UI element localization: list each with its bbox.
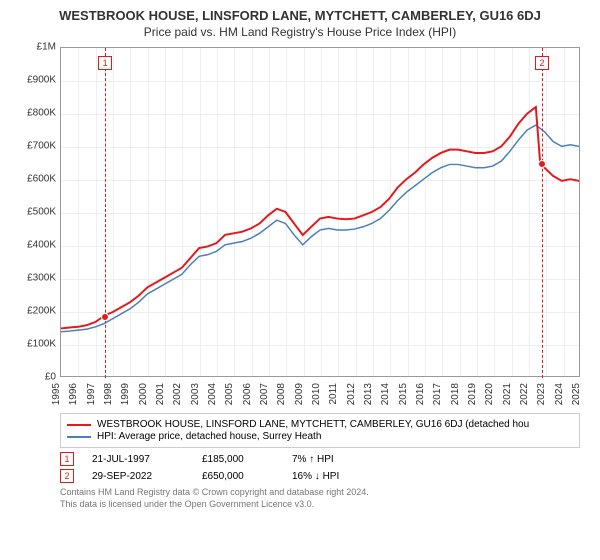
plot-region: 12 bbox=[60, 47, 580, 377]
sale-hpi-delta: 16% ↓ HPI bbox=[292, 471, 392, 482]
chart-title: WESTBROOK HOUSE, LINSFORD LANE, MYTCHETT… bbox=[10, 8, 590, 23]
series-line bbox=[61, 125, 579, 332]
legend-item: WESTBROOK HOUSE, LINSFORD LANE, MYTCHETT… bbox=[67, 419, 573, 430]
sale-price: £650,000 bbox=[202, 471, 292, 482]
y-tick-label: £600K bbox=[16, 174, 56, 185]
sale-row: 1 21-JUL-1997£185,0007% ↑ HPI bbox=[60, 452, 580, 466]
marker-number-box: 2 bbox=[535, 56, 549, 70]
line-series bbox=[61, 48, 579, 376]
legend-swatch bbox=[67, 424, 91, 426]
footer-attribution: Contains HM Land Registry data © Crown c… bbox=[60, 487, 580, 510]
footer-line-1: Contains HM Land Registry data © Crown c… bbox=[60, 487, 580, 499]
marker-dot bbox=[538, 160, 546, 168]
y-tick-label: £700K bbox=[16, 141, 56, 152]
y-tick-label: £1M bbox=[16, 42, 56, 53]
y-tick-label: £400K bbox=[16, 240, 56, 251]
sale-row: 2 29-SEP-2022£650,00016% ↓ HPI bbox=[60, 469, 580, 483]
y-tick-label: £0 bbox=[16, 372, 56, 383]
sales-table: 1 21-JUL-1997£185,0007% ↑ HPI 2 29-SEP-2022… bbox=[60, 452, 580, 483]
legend-label: HPI: Average price, detached house, Surr… bbox=[97, 431, 321, 442]
marker-dashed-line bbox=[542, 48, 543, 378]
marker-dashed-line bbox=[105, 48, 106, 378]
legend-item: HPI: Average price, detached house, Surr… bbox=[67, 431, 573, 442]
y-tick-label: £900K bbox=[16, 75, 56, 86]
chart-area: 12 £0£100K£200K£300K£400K£500K£600K£700K… bbox=[20, 47, 590, 407]
sale-date: 21-JUL-1997 bbox=[92, 454, 202, 465]
marker-number-box: 1 bbox=[98, 56, 112, 70]
sale-price: £185,000 bbox=[202, 454, 292, 465]
footer-line-2: This data is licensed under the Open Gov… bbox=[60, 499, 580, 511]
x-tick-label: 2025 bbox=[571, 383, 591, 405]
y-tick-label: £100K bbox=[16, 339, 56, 350]
y-tick-label: £500K bbox=[16, 207, 56, 218]
sale-number-box: 1 bbox=[60, 452, 74, 466]
legend-swatch bbox=[67, 436, 91, 438]
series-line bbox=[61, 107, 579, 328]
chart-subtitle: Price paid vs. HM Land Registry's House … bbox=[10, 25, 590, 39]
chart-container: WESTBROOK HOUSE, LINSFORD LANE, MYTCHETT… bbox=[0, 0, 600, 560]
y-tick-label: £800K bbox=[16, 108, 56, 119]
legend-label: WESTBROOK HOUSE, LINSFORD LANE, MYTCHETT… bbox=[97, 419, 529, 430]
y-tick-label: £200K bbox=[16, 306, 56, 317]
marker-dot bbox=[101, 313, 109, 321]
y-tick-label: £300K bbox=[16, 273, 56, 284]
legend: WESTBROOK HOUSE, LINSFORD LANE, MYTCHETT… bbox=[60, 413, 580, 448]
sale-number-box: 2 bbox=[60, 469, 74, 483]
sale-date: 29-SEP-2022 bbox=[92, 471, 202, 482]
sale-hpi-delta: 7% ↑ HPI bbox=[292, 454, 392, 465]
